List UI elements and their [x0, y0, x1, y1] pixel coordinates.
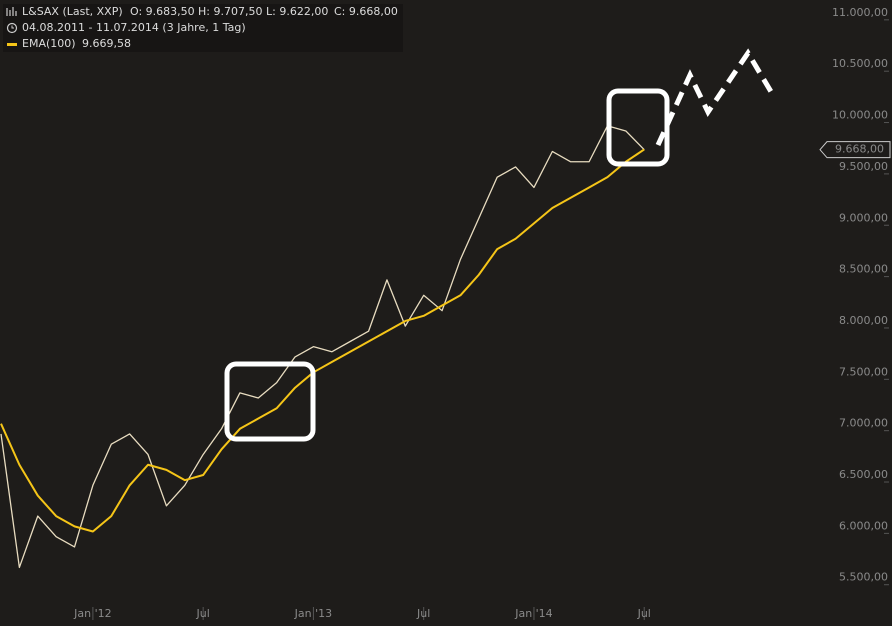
x-tick-label: Jan '12	[73, 607, 111, 620]
series-line	[0, 125, 645, 569]
y-tick-label: 10.500,00	[832, 57, 888, 70]
x-tick-label: Jan '14	[514, 607, 552, 620]
period: 04.08.2011 - 11.07.2014 (3 Jahre, 1 Tag)	[22, 21, 246, 34]
plot: 5.500,00 6.000,00 6.500,00 7.000,00 7.500,00…	[0, 6, 891, 620]
series-line	[0, 148, 645, 533]
y-tick-label: 7.000,00	[839, 417, 888, 430]
y-tick-label: 8.500,00	[839, 263, 888, 276]
x-tick-label: Jul	[416, 607, 430, 620]
ohlc-high: H: 9.707,50	[198, 5, 262, 18]
ema-value: 9.669,58	[82, 37, 131, 50]
y-tick-label: 9.000,00	[839, 211, 888, 224]
x-tick-label: Jul	[196, 607, 210, 620]
ohlc-open: O: 9.683,50	[130, 5, 195, 18]
highlight-box	[224, 361, 316, 442]
last-price-label: 9.668,00	[835, 143, 884, 156]
highlight-box	[606, 88, 670, 167]
y-tick-label: 10.000,00	[832, 109, 888, 122]
x-tick-label: Jan '13	[294, 607, 332, 620]
header: L&SAX (Last, XXP) O: 9.683,50 H: 9.707,5…	[3, 4, 403, 52]
y-tick-label: 5.500,00	[839, 571, 888, 584]
ohlc-close: C: 9.668,00	[334, 5, 398, 18]
ema-swatch	[7, 43, 17, 46]
clock-icon	[6, 22, 18, 34]
y-tick-label: 8.000,00	[839, 314, 888, 327]
symbol-name: L&SAX (Last, XXP)	[22, 5, 123, 18]
y-tick-label: 7.500,00	[839, 365, 888, 378]
ohlc-low: L: 9.622,00	[266, 5, 328, 18]
clock-hand	[11, 25, 14, 29]
last-price-tag	[819, 141, 891, 159]
annotations	[224, 48, 776, 442]
y-tick-label: 9.500,00	[839, 160, 888, 173]
x-tick-label: Jul	[637, 607, 651, 620]
forecast-zigzag	[655, 48, 776, 147]
y-tick-label: 11.000,00	[832, 6, 888, 19]
bars-icon	[6, 7, 17, 16]
ema-name: EMA(100)	[22, 37, 76, 50]
header-bg	[3, 4, 403, 52]
y-tick-label: 6.500,00	[839, 468, 888, 481]
y-tick-label: 6.000,00	[839, 519, 888, 532]
